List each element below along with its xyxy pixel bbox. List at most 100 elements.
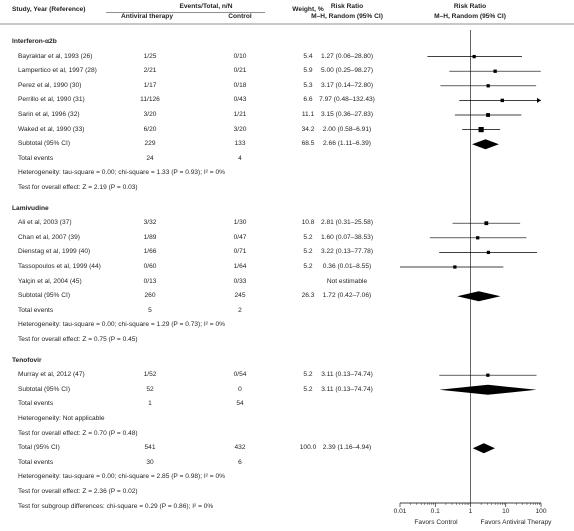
header-events-total: Events/Total, n/N	[179, 3, 233, 10]
antiviral-events: 0/13	[143, 277, 157, 285]
control-events: 0/43	[233, 96, 247, 104]
header-study: Study, Year (Reference)	[12, 6, 86, 13]
study-name: Sarin et al, 1996 (32)	[18, 111, 80, 118]
antiviral-events: 11/126	[140, 96, 160, 104]
point-estimate	[472, 54, 476, 59]
risk-ratio-text: 3.15 (0.36–27.83)	[320, 111, 374, 118]
study-name: Perrillo et al, 1990 (31)	[18, 96, 85, 104]
point-estimate	[453, 265, 457, 269]
antiviral-events: 1/52	[143, 371, 157, 379]
subgroup-test-text: Test for subgroup differences: chi-squar…	[18, 502, 214, 510]
subtotal-label: Subtotal (95% CI)	[18, 385, 71, 393]
point-estimate	[486, 84, 490, 88]
total-events-label: Total events	[18, 154, 54, 162]
control-events: 0/21	[233, 67, 247, 75]
study-name: Murray et al, 2012 (47)	[18, 371, 85, 379]
favors-antiviral-label: Favors Antiviral Therapy	[480, 519, 552, 526]
heterogeneity-text: Heterogeneity: tau-square = 0.00; chi-sq…	[18, 169, 225, 177]
risk-ratio-text: Not estimable	[326, 277, 368, 285]
ci-arrow	[537, 97, 541, 103]
point-estimate	[476, 236, 480, 240]
antiviral-events: 2/21	[143, 67, 157, 75]
point-estimate	[486, 373, 490, 377]
study-name: Chan et al, 2007 (39)	[18, 233, 80, 241]
total-antiviral: 541	[144, 444, 156, 452]
subtotal-antiviral: 229	[144, 140, 156, 148]
risk-ratio-text: 3.11 (0.13–74.74)	[321, 371, 373, 379]
group-header: Lamivudine	[12, 204, 49, 212]
total-events-antiviral: 1	[148, 400, 152, 408]
diamond-estimate	[472, 139, 499, 150]
weight: 6.6	[303, 96, 313, 104]
total-label: Total (95% CI)	[18, 444, 60, 452]
antiviral-events: 1/25	[143, 52, 157, 60]
total-weight: 100.0	[299, 444, 317, 452]
overall-total-events-control: 6	[238, 458, 242, 466]
point-estimate	[484, 221, 489, 226]
study-name: Lampertico et al, 1997 (28)	[18, 67, 97, 75]
risk-ratio-text: 0.36 (0.01–8.55)	[322, 263, 372, 270]
weight: 5.2	[303, 263, 313, 270]
control-events: 1/64	[233, 263, 247, 270]
subtotal-rr-text: 3.11 (0.13–74.74)	[321, 385, 373, 393]
study-name: Bayraktar et al, 1993 (26)	[18, 52, 93, 60]
diamond-estimate	[457, 291, 501, 302]
subtotal-label: Subtotal (95% CI)	[18, 292, 71, 300]
header-weight: Weight, %	[292, 6, 324, 13]
point-estimate	[493, 69, 497, 73]
risk-ratio-text: 5.00 (0.25–98.27)	[320, 67, 374, 75]
overall-total-events-label: Total events	[18, 458, 54, 466]
subtotal-rr-text: 2.66 (1.11–6.39)	[323, 140, 371, 148]
x-tick-label: 1	[468, 508, 473, 515]
subtotal-weight: 5.2	[303, 385, 313, 393]
study-name: Ali et al, 2003 (37)	[18, 219, 72, 227]
point-estimate	[486, 113, 490, 117]
risk-ratio-text: 7.97 (0.48–132.43)	[319, 96, 375, 104]
antiviral-events: 0/60	[143, 263, 157, 270]
subtotal-antiviral: 52	[146, 385, 154, 393]
total-events-antiviral: 24	[146, 154, 154, 162]
control-events: 1/30	[233, 219, 247, 227]
header-rr-method: M–H, Random (95% CI)	[311, 13, 383, 20]
risk-ratio-text: 1.60 (0.07–38.53)	[320, 233, 374, 241]
total-events-control: 2	[238, 306, 242, 314]
antiviral-events: 3/20	[143, 111, 157, 118]
subtotal-rr-text: 1.72 (0.42–7.06)	[322, 292, 372, 300]
total-rr-text: 2.39 (1.16–4.94)	[322, 444, 372, 452]
header-rr-title: Risk Ratio	[330, 3, 364, 10]
diamond-estimate	[439, 384, 537, 395]
total-events-control: 54	[236, 400, 244, 408]
weight: 5.2	[303, 233, 313, 241]
point-estimate	[478, 126, 484, 133]
header-control: Control	[228, 13, 252, 20]
group-header: Tenofovir	[12, 356, 42, 364]
total-events-antiviral: 5	[148, 306, 152, 314]
subtotal-control: 0	[238, 385, 242, 393]
study-name: Perez et al, 1990 (30)	[18, 81, 82, 89]
study-name: Yalçin et al, 2004 (45)	[18, 277, 82, 285]
subtotal-label: Subtotal (95% CI)	[18, 140, 71, 148]
total-events-control: 4	[238, 154, 242, 162]
risk-ratio-text: 3.22 (0.13–77.78)	[320, 248, 374, 256]
risk-ratio-text: 1.27 (0.06–28.80)	[320, 52, 374, 60]
control-events: 0/54	[233, 371, 247, 379]
group-header: Interferon-α2b	[12, 38, 57, 45]
antiviral-events: 1/66	[143, 248, 157, 256]
weight: 5.2	[303, 371, 313, 379]
header-plot-method: M–H, Random (95% CI)	[434, 13, 506, 20]
subtotal-control: 245	[234, 292, 246, 300]
weight: 5.2	[303, 248, 313, 256]
overall-total-events-antiviral: 30	[146, 458, 154, 466]
overall-effect-total-text: Test for overall effect: Z = 2.36 (P = 0…	[18, 488, 138, 495]
x-tick-label: 10	[502, 508, 510, 515]
x-tick-label: 100	[535, 508, 547, 515]
point-estimate	[500, 98, 504, 103]
point-estimate	[486, 250, 491, 255]
control-events: 0/47	[233, 233, 247, 241]
overall-effect-text: Test for overall effect: Z = 2.19 (P = 0…	[18, 184, 138, 191]
favors-control-label: Favors Control	[414, 519, 458, 526]
study-name: Tassopoulos et al, 1999 (44)	[18, 263, 101, 270]
control-events: 0/18	[233, 81, 247, 89]
antiviral-events: 6/20	[143, 125, 157, 133]
